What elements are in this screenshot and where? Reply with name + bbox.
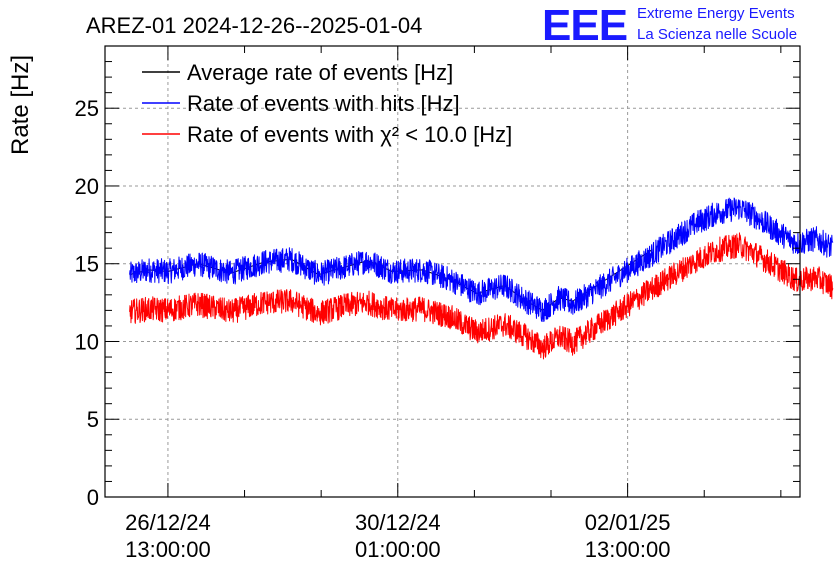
x-tick-date: 26/12/24: [125, 510, 211, 535]
chart-title: AREZ-01 2024-12-26--2025-01-04: [86, 13, 422, 38]
y-tick-label: 5: [87, 407, 99, 432]
x-tick-time: 13:00:00: [585, 537, 671, 562]
y-tick-label: 25: [75, 96, 99, 121]
brand-line-2: La Scienza nelle Scuole: [637, 26, 797, 43]
brand-line-1: Extreme Energy Events: [637, 5, 795, 22]
legend-label-1: Rate of events with hits [Hz]: [187, 91, 460, 116]
x-tick-time: 13:00:00: [125, 537, 211, 562]
x-tick-date: 02/01/25: [585, 510, 671, 535]
x-tick-date: 30/12/24: [355, 510, 441, 535]
eee-logo-mark: EEE: [542, 1, 627, 50]
plot-frame: [104, 45, 801, 498]
x-tick-time: 01:00:00: [355, 537, 441, 562]
series-line-2: [129, 232, 834, 360]
y-tick-label: 15: [75, 252, 99, 277]
series-layer: [129, 197, 834, 360]
y-axis-label: Rate [Hz]: [7, 55, 34, 155]
legend-label-2: Rate of events with χ² < 10.0 [Hz]: [187, 122, 512, 147]
legend-label-0: Average rate of events [Hz]: [187, 60, 453, 85]
axes: 051015202526/12/2413:00:0030/12/2401:00:…: [75, 45, 801, 562]
y-tick-label: 20: [75, 174, 99, 199]
series-line-1: [129, 197, 834, 323]
legend: Average rate of events [Hz] Rate of event…: [142, 60, 512, 147]
eee-logo: EEE Extreme Energy Events La Scienza nel…: [542, 1, 797, 50]
y-tick-label: 10: [75, 329, 99, 354]
y-tick-label: 0: [87, 485, 99, 510]
